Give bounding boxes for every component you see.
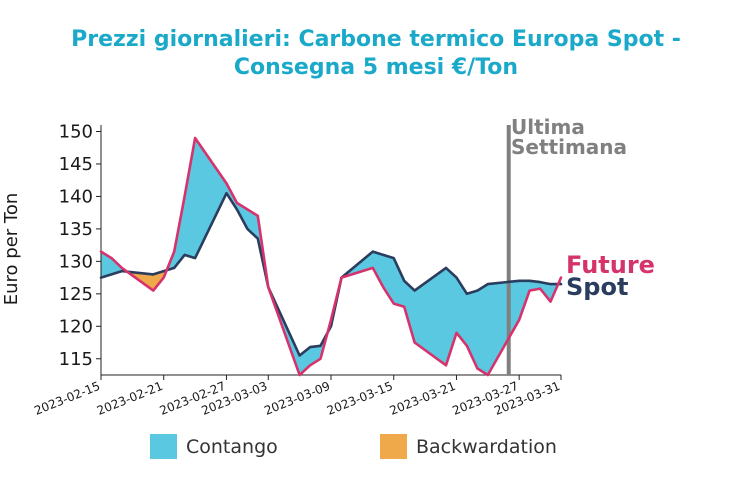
y-tick-label: 145: [59, 154, 93, 175]
legend-label-backwardation: Backwardation: [416, 436, 557, 458]
contango-area: [327, 251, 559, 375]
annotation-line1: Ultima: [511, 115, 585, 139]
contango-area: [166, 138, 328, 375]
y-tick-label: 125: [59, 284, 93, 305]
legend-swatch-contango: [150, 434, 177, 459]
y-tick-label: 135: [59, 219, 93, 240]
legend: Contango Backwardation: [150, 434, 557, 459]
series-label-spot: Spot: [566, 273, 628, 301]
series-label-future: Future: [566, 251, 655, 279]
y-tick-label: 120: [59, 316, 93, 337]
area-fills: [101, 138, 561, 375]
legend-label-contango: Contango: [186, 436, 278, 458]
x-tick-label: 2023-03-15: [325, 379, 395, 418]
x-tick-label: 2023-02-15: [32, 379, 102, 418]
x-tick-label: 2023-02-21: [95, 379, 165, 418]
annotation-line2: Settimana: [511, 135, 627, 159]
series-line-spot: [99, 191, 563, 357]
axes: [96, 125, 562, 380]
series-line-future: [99, 136, 563, 377]
series-lines: [99, 136, 563, 377]
x-tick-label: 2023-03-21: [388, 379, 458, 418]
chart-title-line1: Prezzi giornalieri: Carbone termico Euro…: [71, 27, 681, 52]
y-tick-label: 150: [59, 121, 93, 142]
y-tick-label: 140: [59, 186, 93, 207]
x-tick-label: 2023-03-09: [262, 379, 332, 418]
y-axis-label: Euro per Ton: [1, 193, 22, 306]
chart-title-line2: Consegna 5 mesi €/Ton: [234, 55, 518, 80]
annotation-last-week: Ultima Settimana: [511, 115, 627, 159]
y-tick-label: 130: [59, 251, 93, 272]
chart-title: Prezzi giornalieri: Carbone termico Euro…: [71, 27, 681, 80]
y-tick-label: 115: [59, 349, 93, 370]
legend-swatch-backwardation: [380, 434, 407, 459]
